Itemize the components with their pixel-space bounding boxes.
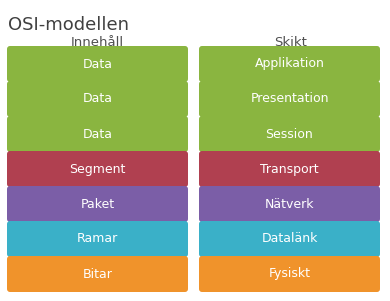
FancyBboxPatch shape [7, 81, 188, 117]
FancyBboxPatch shape [7, 186, 188, 222]
Text: Segment: Segment [69, 163, 126, 175]
FancyBboxPatch shape [7, 116, 188, 152]
Text: Nätverk: Nätverk [265, 197, 314, 210]
Text: Bitar: Bitar [83, 268, 112, 281]
Text: Fysiskt: Fysiskt [268, 268, 310, 281]
Text: Data: Data [83, 128, 112, 141]
Text: Data: Data [83, 57, 112, 70]
FancyBboxPatch shape [199, 186, 380, 222]
Text: Transport: Transport [260, 163, 319, 175]
FancyBboxPatch shape [199, 81, 380, 117]
FancyBboxPatch shape [199, 256, 380, 292]
FancyBboxPatch shape [199, 116, 380, 152]
FancyBboxPatch shape [7, 46, 188, 82]
Text: Ramar: Ramar [77, 232, 118, 246]
FancyBboxPatch shape [199, 151, 380, 187]
FancyBboxPatch shape [7, 151, 188, 187]
Text: Datalänk: Datalänk [261, 232, 318, 246]
FancyBboxPatch shape [7, 256, 188, 292]
Text: OSI-modellen: OSI-modellen [8, 16, 129, 34]
Text: Presentation: Presentation [250, 92, 329, 105]
Text: Applikation: Applikation [255, 57, 324, 70]
FancyBboxPatch shape [199, 221, 380, 257]
Text: Session: Session [266, 128, 314, 141]
Text: Data: Data [83, 92, 112, 105]
Text: Paket: Paket [80, 197, 115, 210]
FancyBboxPatch shape [7, 221, 188, 257]
Text: Innehåll: Innehåll [71, 36, 124, 49]
Text: Skikt: Skikt [275, 36, 307, 49]
FancyBboxPatch shape [199, 46, 380, 82]
